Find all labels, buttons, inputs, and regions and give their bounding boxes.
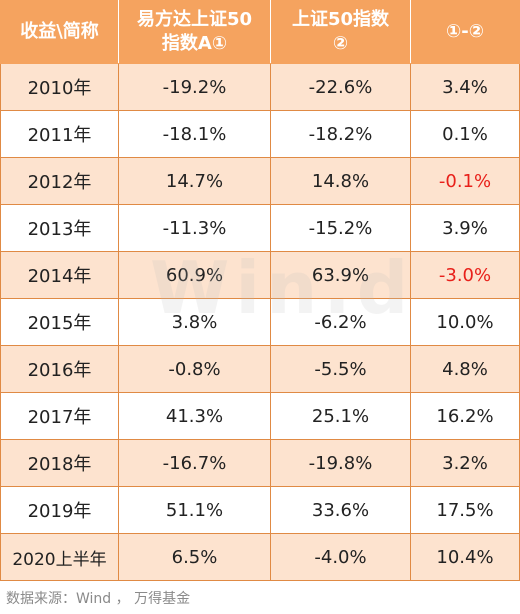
cell-fund-return: -16.7% [118, 439, 271, 487]
cell-year: 2018年 [0, 439, 119, 487]
cell-year: 2010年 [0, 63, 119, 111]
cell-index-return: 63.9% [270, 251, 411, 299]
cell-index-return: -6.2% [270, 298, 411, 346]
header-row: 收益\简称 易方达上证50 指数A① 上证50指数 ② ①-② [0, 0, 520, 64]
table-row: 2013年 -11.3% -15.2% 3.9% [0, 204, 520, 252]
header-index-line2: ② [332, 33, 349, 54]
table-row: 2011年 -18.1% -18.2% 0.1% [0, 110, 520, 158]
cell-diff: 17.5% [410, 486, 520, 534]
table-row: 2012年 14.7% 14.8% -0.1% [0, 157, 520, 205]
cell-diff: 10.4% [410, 533, 520, 581]
cell-index-return: -4.0% [270, 533, 411, 581]
cell-year: 2019年 [0, 486, 119, 534]
cell-fund-return: 51.1% [118, 486, 271, 534]
header-index-line1: 上证50指数 [291, 9, 390, 30]
cell-diff: -3.0% [410, 251, 520, 299]
table-row: 2016年 -0.8% -5.5% 4.8% [0, 345, 520, 393]
cell-year: 2013年 [0, 204, 119, 252]
header-category: 收益\简称 [0, 0, 119, 64]
table-row: 2019年 51.1% 33.6% 17.5% [0, 486, 520, 534]
cell-fund-return: -18.1% [118, 110, 271, 158]
cell-diff: 10.0% [410, 298, 520, 346]
cell-year: 2020上半年 [0, 533, 119, 581]
cell-year: 2011年 [0, 110, 119, 158]
table-row: 2020上半年 6.5% -4.0% 10.4% [0, 533, 520, 581]
cell-diff: 3.9% [410, 204, 520, 252]
table-row: 2015年 3.8% -6.2% 10.0% [0, 298, 520, 346]
cell-index-return: 25.1% [270, 392, 411, 440]
cell-index-return: -22.6% [270, 63, 411, 111]
cell-fund-return: 60.9% [118, 251, 271, 299]
cell-diff: -0.1% [410, 157, 520, 205]
cell-index-return: -15.2% [270, 204, 411, 252]
table-row: 2017年 41.3% 25.1% 16.2% [0, 392, 520, 440]
table-row: 2010年 -19.2% -22.6% 3.4% [0, 63, 520, 111]
table-body: 2010年 -19.2% -22.6% 3.4% 2011年 -18.1% -18.2% 0.… [0, 63, 520, 581]
returns-table: 收益\简称 易方达上证50 指数A① 上证50指数 ② ①-② 2010年 -19… [0, 0, 520, 581]
cell-index-return: -19.8% [270, 439, 411, 487]
cell-fund-return: 3.8% [118, 298, 271, 346]
cell-diff: 16.2% [410, 392, 520, 440]
cell-index-return: -18.2% [270, 110, 411, 158]
header-fund-line2: 指数A① [161, 33, 228, 54]
cell-fund-return: -19.2% [118, 63, 271, 111]
cell-fund-return: 41.3% [118, 392, 271, 440]
table-row: 2018年 -16.7% -19.8% 3.2% [0, 439, 520, 487]
cell-diff: 3.4% [410, 63, 520, 111]
header-fund: 易方达上证50 指数A① [118, 0, 271, 64]
cell-fund-return: -0.8% [118, 345, 271, 393]
cell-fund-return: 6.5% [118, 533, 271, 581]
cell-index-return: 14.8% [270, 157, 411, 205]
header-index: 上证50指数 ② [270, 0, 411, 64]
cell-diff: 4.8% [410, 345, 520, 393]
header-diff-line1: ①-② [446, 21, 484, 42]
cell-fund-return: -11.3% [118, 204, 271, 252]
cell-index-return: 33.6% [270, 486, 411, 534]
cell-year: 2014年 [0, 251, 119, 299]
cell-year: 2012年 [0, 157, 119, 205]
cell-year: 2016年 [0, 345, 119, 393]
cell-diff: 3.2% [410, 439, 520, 487]
header-fund-line1: 易方达上证50 [136, 9, 253, 30]
source-note: 数据来源：Wind ， 万得基金 [6, 591, 191, 607]
cell-fund-return: 14.7% [118, 157, 271, 205]
cell-year: 2017年 [0, 392, 119, 440]
cell-diff: 0.1% [410, 110, 520, 158]
table-row: 2014年 60.9% 63.9% -3.0% [0, 251, 520, 299]
header-diff: ①-② [410, 0, 520, 64]
cell-year: 2015年 [0, 298, 119, 346]
header-category-line1: 收益\简称 [20, 21, 99, 42]
cell-index-return: -5.5% [270, 345, 411, 393]
